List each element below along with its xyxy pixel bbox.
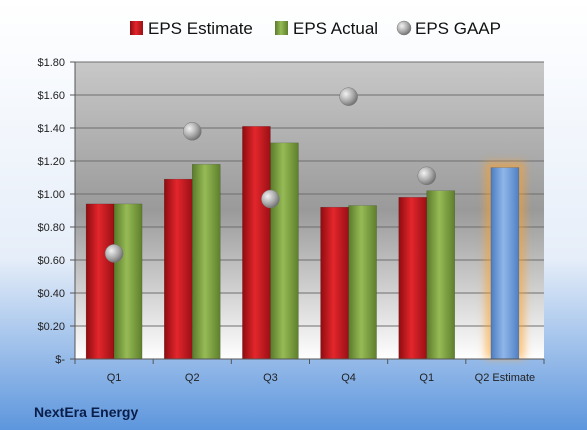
bars [85,126,525,360]
bar [398,197,427,360]
bar [242,126,271,360]
y-tick-label: $1.80 [37,57,65,69]
y-tick-label: $0.40 [37,288,65,300]
y-tick-label: $0.80 [37,222,65,234]
legend-label: EPS Actual [293,19,378,38]
legend-swatch [396,20,412,36]
gaap-marker [417,166,436,186]
company-name: NextEra Energy [34,404,138,420]
y-tick-label: $- [55,354,65,366]
y-tick-label: $1.60 [37,90,65,102]
x-tick-label: Q1 [107,372,122,384]
legend-swatch [130,21,143,35]
bar [270,142,299,360]
bar [320,206,349,360]
y-tick-label: $0.20 [37,321,65,333]
bar [426,190,455,360]
y-tick-label: $1.40 [37,123,65,135]
legend-label: EPS GAAP [415,19,501,38]
gaap-marker [261,189,280,209]
plot-area [75,62,544,359]
legend: EPS Estimate EPS Actual EPS GAAP [130,19,501,38]
x-tick-label: Q2 [185,372,200,384]
bar [164,178,193,360]
x-tick-label: Q3 [263,372,278,384]
gridlines [75,61,544,360]
legend-label: EPS Estimate [148,19,253,38]
gaap-marker [183,122,202,141]
x-tick-label: Q1 [419,372,434,384]
bar [113,203,143,360]
gaap-marker [339,87,358,106]
y-axis: $- $0.20 $0.40 $0.60 $0.80 $1.00 $1.20 $1.40 $1.… [37,57,76,366]
x-tick-label: Q2 Estimate [475,372,536,384]
x-tick-label: Q4 [341,372,356,384]
x-axis: Q1 Q2 Q3 Q4 Q1 Q2 Estimate [74,358,545,384]
y-tick-label: $0.60 [37,255,65,267]
gaap-marker [104,244,124,263]
bar [348,205,377,360]
bar [85,203,115,360]
gaap-markers [104,87,436,263]
bar [192,164,221,360]
legend-swatch [275,21,288,35]
y-tick-label: $1.00 [37,189,65,201]
bar [490,167,520,360]
y-tick-label: $1.20 [37,156,65,168]
